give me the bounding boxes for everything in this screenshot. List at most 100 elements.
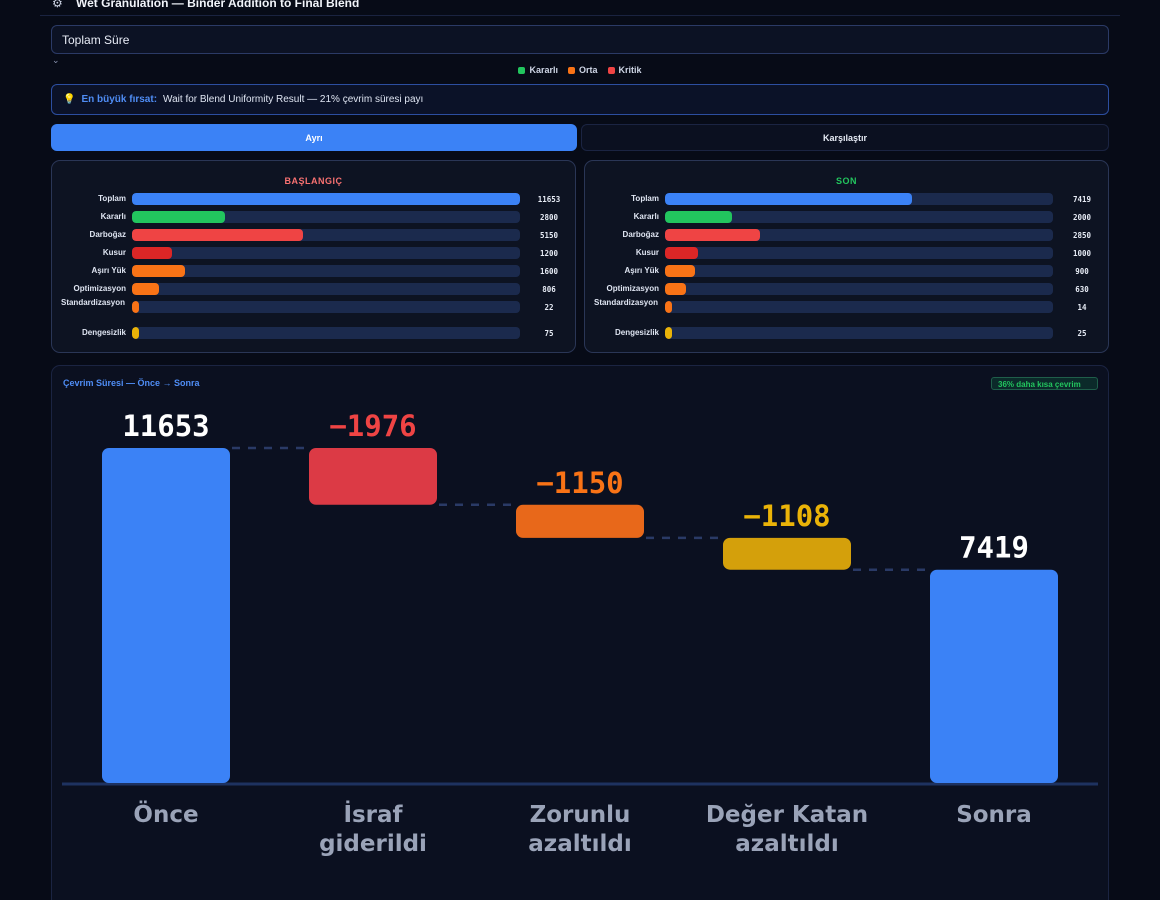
metric-bar-fill — [665, 301, 672, 313]
metric-value: 630 — [1075, 285, 1089, 294]
metric-bar-fill — [665, 229, 760, 241]
metric-bar-track — [132, 211, 520, 223]
waterfall-chart: 11653 −1976 −1150 −1108 7419 Önce İsraf gideril… — [62, 409, 1098, 857]
metric-value: 2850 — [1072, 231, 1092, 240]
metric-row: Kararlı 2800 — [52, 211, 575, 223]
metric-row: Dengesizlik 25 — [585, 327, 1108, 339]
metric-row: Darboğaz 5150 — [52, 229, 575, 241]
insight-lead: En büyük fırsat: — [81, 94, 158, 105]
metric-label: Toplam — [98, 194, 126, 203]
metric-label: Dengesizlik — [81, 328, 126, 337]
legend-item-medium: Orta — [568, 64, 598, 76]
waterfall-card: Çevrim Süresi — Önce → Sonra 36% daha kı… — [51, 365, 1109, 900]
metric-row: Kararlı 2000 — [585, 211, 1108, 223]
metric-bar-fill — [665, 247, 699, 259]
value-label: −1108 — [743, 499, 830, 533]
metric-bar-fill — [132, 247, 172, 259]
metric-bar-fill — [132, 301, 139, 313]
header-bar: ⚙ Wet Granulation — Binder Addition to F… — [40, 0, 1120, 16]
metric-bar-fill — [665, 211, 732, 223]
page-title: Wet Granulation — Binder Addition to Fin… — [76, 0, 360, 10]
metric-bar-track — [132, 229, 520, 241]
metric-bar-fill — [132, 327, 139, 339]
process-flow-icon: ⚙ — [52, 0, 63, 10]
metric-row: Aşırı Yük 1600 — [52, 265, 575, 277]
metric-value: 2000 — [1072, 213, 1092, 222]
metric-value: 22 — [544, 303, 554, 312]
waterfall-bar — [309, 448, 437, 505]
metric-row: Optimizasyon 806 — [52, 283, 575, 295]
metric-label: Optimizasyon — [606, 284, 659, 293]
metric-row: Toplam 7419 — [585, 193, 1108, 205]
metric-bar-track — [665, 283, 1053, 295]
waterfall-bar — [930, 569, 1058, 783]
insight-banner: 💡 En büyük fırsat: Wait for Blend Unifor… — [51, 84, 1109, 115]
metric-label: Darboğaz — [89, 230, 126, 239]
metric-label: Dengesizlik — [614, 328, 659, 337]
metric-label: Standardizasyon — [593, 298, 658, 307]
metric-row: Optimizasyon 630 — [585, 283, 1108, 295]
improvement-badge: 36% daha kısa çevrim — [991, 377, 1098, 390]
metric-bar-track — [665, 265, 1053, 277]
chart-title: Çevrim Süresi — Önce → Sonra — [63, 378, 200, 388]
metric-value: 25 — [1077, 329, 1087, 338]
metric-row: Toplam 11653 — [52, 193, 575, 205]
value-label: −1150 — [536, 466, 623, 500]
metric-select[interactable]: Toplam Süre — [51, 25, 1109, 54]
chevron-down-icon[interactable]: ⌄ — [52, 55, 60, 65]
metric-label: Aşırı Yük — [624, 266, 659, 275]
tab-separate[interactable]: Ayrı — [51, 124, 577, 151]
category-label: Sonra — [956, 802, 1032, 828]
metric-row: Darboğaz 2850 — [585, 229, 1108, 241]
lightbulb-icon: 💡 — [63, 94, 76, 105]
metric-label: Kusur — [635, 248, 659, 257]
metric-label: Toplam — [631, 194, 659, 203]
metric-label: Standardizasyon — [60, 298, 125, 307]
waterfall-bar — [102, 448, 230, 783]
metric-label: Darboğaz — [622, 230, 659, 239]
metric-row: Standardizasyon 14 — [585, 298, 1108, 313]
metric-bar-track — [132, 265, 520, 277]
category-label-line: Önce — [133, 800, 198, 828]
metric-label: Kararlı — [633, 212, 659, 221]
category-label: İsraf giderildi — [319, 800, 427, 857]
metric-bar-fill — [132, 211, 226, 223]
category-label-line: azaltıldı — [528, 831, 631, 857]
legend-label: Kritik — [618, 65, 642, 75]
waterfall-bar — [516, 504, 644, 538]
tab-compare[interactable]: Karşılaştır — [581, 124, 1109, 151]
view-tabs: Ayrı Karşılaştır — [51, 124, 1109, 151]
metric-value: 806 — [542, 285, 556, 294]
category-label: Değer Katan azaltıldı — [706, 802, 868, 857]
metric-bar-track — [665, 193, 1053, 205]
metric-bar-fill — [132, 229, 304, 241]
end-panel: SON Toplam 7419 Kararlı 2000 Darboğaz 2850 Kus… — [584, 160, 1109, 353]
metric-bar-track — [132, 247, 520, 259]
metric-value: 1200 — [539, 249, 559, 258]
metric-bar-track — [132, 301, 520, 313]
metric-bar-track — [132, 283, 520, 295]
metric-label: Optimizasyon — [73, 284, 126, 293]
category-label-line: İsraf — [343, 800, 403, 828]
metric-value: 1600 — [539, 267, 559, 276]
legend-item-critical: Kritik — [607, 64, 642, 76]
metric-value: 7419 — [1072, 195, 1092, 204]
category-label: Zorunlu azaltıldı — [528, 802, 631, 857]
legend-swatch — [568, 66, 575, 74]
metric-label: Kusur — [102, 248, 126, 257]
value-label: −1976 — [329, 409, 416, 443]
panel-title: BAŞLANGIÇ — [284, 176, 343, 186]
category-label-line: giderildi — [319, 831, 427, 857]
metric-bar-track — [665, 327, 1053, 339]
metric-row: Aşırı Yük 900 — [585, 265, 1108, 277]
metric-select-value: Toplam Süre — [62, 32, 130, 47]
metric-bar-fill — [132, 283, 159, 295]
category-label-line: azaltıldı — [735, 831, 838, 857]
metric-bar-track — [132, 327, 520, 339]
category-label-line: Sonra — [956, 802, 1032, 828]
metric-bar-track — [132, 193, 520, 205]
metric-bar-track — [665, 301, 1053, 313]
metric-row: Kusur 1000 — [585, 247, 1108, 259]
metric-bar-fill — [665, 283, 686, 295]
metric-row: Standardizasyon 22 — [52, 298, 575, 313]
